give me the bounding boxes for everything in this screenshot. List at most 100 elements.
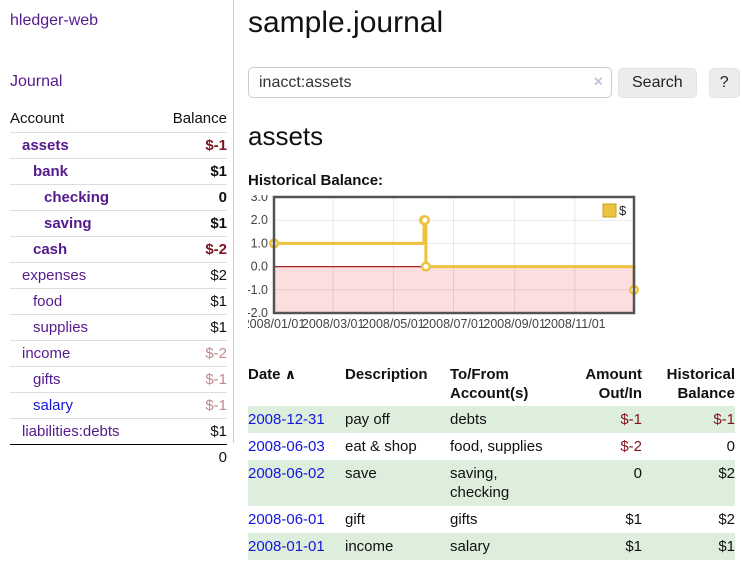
search-button[interactable]: Search [618, 67, 697, 98]
account-link[interactable]: saving [44, 215, 92, 232]
data-point-marker[interactable] [420, 261, 431, 272]
description-cell: gift [345, 511, 366, 528]
account-link[interactable]: expenses [22, 267, 87, 284]
historical-balance-chart[interactable]: $3.0 2.0 1.0 0.0 -1.0 -2.0 2008/01/01 2008/03/0… [243, 190, 740, 344]
transaction-row[interactable]: 2008-01-01 income salary $1 $1 [248, 533, 735, 560]
accounts-header-balance: Balance [172, 110, 227, 127]
amount-cell: $-2 [620, 438, 642, 455]
clear-search-icon[interactable]: × [593, 73, 603, 91]
transaction-date-cell: 2008-12-31 [248, 406, 345, 433]
main-content: sample.journal × Search ? assets Histori… [234, 0, 742, 560]
account-balance: $-1 [155, 132, 227, 159]
account-link[interactable]: checking [44, 189, 110, 206]
transaction-row[interactable]: 2008-06-03 eat & shop food, supplies $-2 0 [248, 433, 735, 460]
account-row: saving $1 [10, 210, 227, 237]
account-row: bank $1 [10, 158, 227, 185]
account-link[interactable]: income [22, 345, 71, 362]
column-header-balance: Historical Balance [666, 366, 735, 402]
account-row: checking 0 [10, 184, 227, 211]
account-link[interactable]: cash [33, 241, 68, 258]
x-tick-label: 2008/09/01 [483, 317, 546, 331]
transaction-date-cell: 2008-06-03 [248, 433, 345, 460]
balance-cell: $-1 [713, 411, 735, 428]
chart-canvas[interactable]: $3.0 2.0 1.0 0.0 -1.0 -2.02008/01/012008/03/0… [243, 190, 658, 339]
x-tick-label: 2008/05/01 [362, 317, 425, 331]
account-name-cell: expenses [10, 262, 156, 289]
account-name-cell: supplies [10, 314, 156, 341]
balance-cell: 0 [726, 438, 735, 455]
x-tick-label: 2008/01/01 [248, 317, 305, 331]
balance-cell: $2 [718, 465, 735, 482]
account-balance: 0 [155, 184, 227, 211]
transaction-row[interactable]: 2008-12-31 pay off debts $-1 $-1 [248, 406, 735, 433]
accounts-header-row: Account Balance [10, 106, 227, 133]
transaction-date-link[interactable]: 2008-06-01 [248, 511, 325, 528]
transaction-date-link[interactable]: 2008-06-03 [248, 438, 325, 455]
account-balance: $1 [155, 210, 227, 237]
search-form: × Search ? [248, 67, 740, 98]
account-name-cell: gifts [10, 366, 156, 393]
y-tick-label: 1.0 [251, 236, 268, 250]
accounts-header-account: Account [10, 110, 65, 127]
account-row: supplies $1 [10, 314, 227, 341]
account-name-cell: income [10, 340, 156, 367]
y-tick-label: 0.0 [251, 260, 268, 274]
data-point-marker[interactable] [419, 215, 430, 226]
amount-cell: $1 [625, 511, 642, 528]
account-balance: $1 [155, 314, 227, 341]
column-header-description: Description [345, 366, 428, 383]
transaction-date-cell: 2008-06-01 [248, 506, 345, 533]
account-row: expenses $2 [10, 262, 227, 289]
account-link[interactable]: salary [33, 397, 74, 414]
account-heading: assets [248, 121, 324, 151]
account-name-cell: bank [10, 158, 156, 185]
transaction-row[interactable]: 2008-06-01 gift gifts $1 $2 [248, 506, 735, 533]
description-cell: income [345, 538, 394, 555]
description-cell: save [345, 465, 377, 482]
column-header-accounts: To/From Account(s) [450, 366, 529, 402]
x-tick-label: 2008/07/01 [422, 317, 485, 331]
account-link[interactable]: bank [33, 163, 69, 180]
account-balance: $1 [155, 158, 227, 185]
sort-ascending-icon: ∧ [284, 366, 297, 382]
account-name-cell: assets [10, 132, 156, 159]
app-title-link[interactable]: hledger-web [10, 12, 99, 29]
transaction-date-link[interactable]: 2008-01-01 [248, 538, 325, 555]
account-balance: $-1 [155, 392, 227, 419]
accounts-cell: salary [450, 538, 491, 555]
transaction-row[interactable]: 2008-06-02 save saving, checking 0 $2 [248, 460, 735, 506]
y-tick-label: 2.0 [251, 213, 268, 227]
account-name-cell: salary [10, 392, 156, 419]
journal-link[interactable]: Journal [10, 73, 63, 90]
column-header-date[interactable]: Date ∧ [248, 362, 345, 406]
description-cell: pay off [345, 411, 390, 428]
transaction-date-link[interactable]: 2008-06-02 [248, 465, 325, 482]
account-balance: $2 [155, 262, 227, 289]
account-name-cell: cash [10, 236, 156, 263]
transaction-date-link[interactable]: 2008-12-31 [248, 411, 325, 428]
amount-cell: $1 [625, 538, 642, 555]
account-link[interactable]: gifts [33, 371, 61, 388]
sidebar: hledger-web Journal Account Balance asse… [0, 0, 233, 560]
transaction-date-cell: 2008-06-02 [248, 460, 345, 506]
account-link[interactable]: food [33, 293, 63, 310]
account-row: salary $-1 [10, 392, 227, 419]
account-link[interactable]: liabilities:debts [22, 423, 120, 440]
help-button[interactable]: ? [708, 67, 740, 98]
accounts-cell: gifts [450, 511, 478, 528]
y-tick-label: -1.0 [248, 283, 268, 297]
account-row: income $-2 [10, 340, 227, 367]
x-tick-label: 2008/11/01 [544, 317, 606, 331]
account-link[interactable]: supplies [33, 319, 89, 336]
register-header-row: Date ∧ Description To/From Account(s) Am… [248, 362, 735, 406]
y-tick-label: 3.0 [251, 195, 268, 204]
accounts-total-balance: 0 [155, 444, 227, 470]
search-input[interactable] [248, 67, 612, 98]
balance-cell: $1 [718, 538, 735, 555]
register-table: Date ∧ Description To/From Account(s) Am… [248, 362, 735, 560]
account-link[interactable]: assets [22, 137, 69, 154]
x-tick-label: 2008/03/01 [302, 317, 365, 331]
amount-cell: 0 [633, 465, 642, 482]
column-header-amount: Amount Out/In [585, 366, 642, 402]
app-window: hledger-web Journal Account Balance asse… [0, 0, 742, 560]
